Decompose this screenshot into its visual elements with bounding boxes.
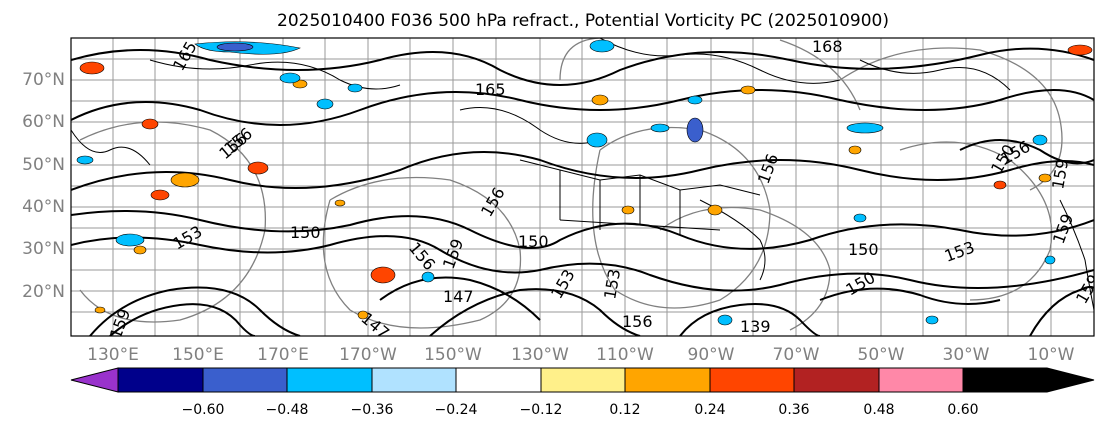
lon-label: 90°W	[688, 345, 735, 365]
contour-label: 150	[848, 240, 879, 259]
lat-label: 70°N	[22, 70, 65, 90]
colorbar-tick-label: −0.36	[351, 402, 394, 418]
colorbar-segment	[455, 367, 542, 393]
lat-label: 30°N	[22, 239, 65, 259]
lon-label: 130°W	[511, 345, 569, 365]
colorbar-tick-label: 0.60	[947, 402, 978, 418]
colorbar-tick-label: 0.36	[778, 402, 809, 418]
colorbar-tick-label: −0.60	[182, 402, 225, 418]
map-panel[interactable]: 165 168 150 150 150 150 156 156 159 153 …	[70, 37, 1104, 343]
lat-label: 40°N	[22, 197, 65, 217]
colorbar-min-extension	[70, 367, 119, 393]
longitude-labels: 130°E 150°E 170°E 170°W 150°W 130°W 110°…	[87, 345, 1075, 365]
latitude-labels: 70°N 60°N 50°N 40°N 30°N 20°N	[22, 70, 65, 302]
colorbar-tick-label: −0.24	[435, 402, 478, 418]
lon-label: 130°E	[87, 345, 139, 365]
lon-label: 110°W	[596, 345, 654, 365]
colorbar-tick-label: −0.12	[520, 402, 563, 418]
colorbar-segment	[540, 367, 626, 393]
colorbar-segment	[709, 367, 795, 393]
colorbar-tick-label: −0.48	[266, 402, 309, 418]
contour-label: 156	[622, 312, 653, 331]
contour-label: 168	[812, 37, 843, 56]
lat-label: 50°N	[22, 155, 65, 175]
geopotential-black-contours	[71, 47, 1094, 336]
contour-label: 147	[443, 287, 474, 306]
contour-label: 150	[290, 223, 321, 242]
colorbar-segment	[202, 367, 288, 393]
colorbar-tick-label: 0.12	[609, 402, 640, 418]
figure-title: 2025010400 F036 500 hPa refract., Potent…	[277, 11, 889, 31]
colorbar-tick-label: 0.24	[694, 402, 725, 418]
contour-label: 165	[475, 80, 506, 99]
lon-label: 170°E	[257, 345, 309, 365]
contour-label: 139	[740, 317, 771, 336]
lon-label: 10°W	[1028, 345, 1075, 365]
colorbar-segment	[371, 367, 457, 393]
lon-label: 150°W	[424, 345, 482, 365]
lat-label: 20°N	[22, 282, 65, 302]
colorbar-segment	[624, 367, 711, 393]
colorbar-segment	[878, 367, 964, 393]
lon-label: 170°W	[339, 345, 397, 365]
contour-label: 150	[518, 232, 549, 251]
colorbar-tick-label: 0.48	[863, 402, 894, 418]
lon-label: 50°W	[858, 345, 905, 365]
pv-negative-anomaly-patches	[76, 39, 1056, 326]
lat-label: 60°N	[22, 112, 65, 132]
colorbar-tick-labels: −0.60 −0.48 −0.36 −0.24 −0.12 0.12 0.24 …	[182, 402, 979, 418]
colorbar-segment	[117, 367, 204, 393]
lon-label: 30°W	[943, 345, 990, 365]
lon-label: 150°E	[172, 345, 224, 365]
colorbar-segment	[286, 367, 373, 393]
map-frame	[70, 37, 1095, 337]
colorbar-max-extension	[962, 367, 1095, 393]
coastline-borders	[71, 38, 1094, 311]
pv-positive-anomaly-patches	[79, 44, 1093, 320]
lon-label: 70°W	[773, 345, 820, 365]
colorbar-segment	[793, 367, 880, 393]
colorbar	[70, 367, 1095, 393]
